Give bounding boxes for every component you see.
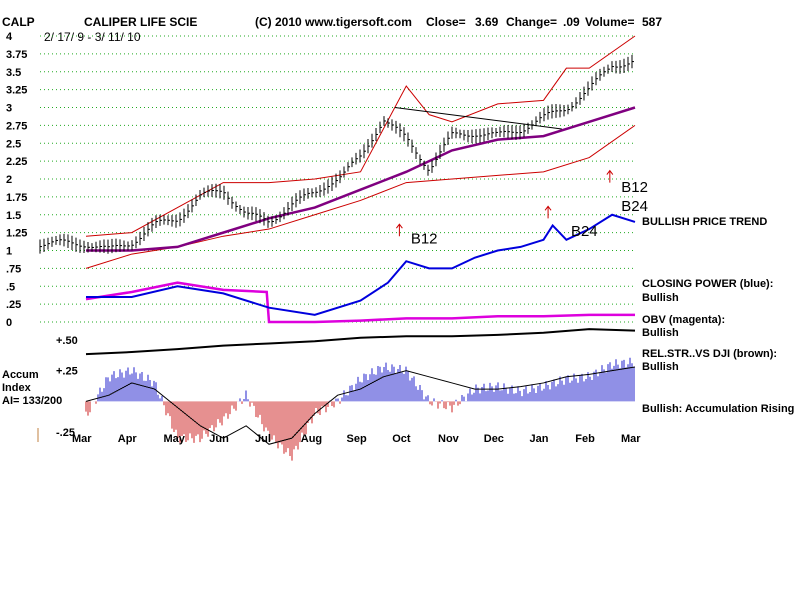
month-label: Sep xyxy=(347,433,367,445)
price-tick-label: 2.25 xyxy=(6,156,27,168)
change-label: Change= xyxy=(506,15,557,29)
rel-strength-status: Bullish xyxy=(642,361,679,373)
month-label: Nov xyxy=(438,433,460,445)
price-tick-label: 3 xyxy=(6,103,12,115)
price-tick-label: 0 xyxy=(6,317,12,329)
buy-signal-label: B24 xyxy=(621,198,648,215)
volume-label: Volume= xyxy=(585,15,634,29)
accum-tick-label: -.25 xyxy=(56,427,75,439)
accum-status: Bullish: Accumulation Rising xyxy=(642,403,794,415)
closing-power-status: Bullish xyxy=(642,292,679,304)
grid-layer xyxy=(40,35,635,323)
price-tick-label: 2.75 xyxy=(6,120,27,132)
price-tick-label: 1.5 xyxy=(6,210,21,222)
price-tick-label: .75 xyxy=(6,263,21,275)
month-label: Jul xyxy=(255,433,271,445)
close-label: Close= xyxy=(426,15,466,29)
month-label: Feb xyxy=(575,433,595,445)
month-label: Apr xyxy=(118,433,138,445)
accum-ma-line xyxy=(85,366,636,445)
month-label: Mar xyxy=(621,433,641,445)
signal-arrow xyxy=(544,205,552,219)
month-label: Dec xyxy=(484,433,504,445)
accum-tick-label: +.25 xyxy=(56,366,78,378)
signal-arrow xyxy=(395,223,403,237)
month-label: Oct xyxy=(392,433,411,445)
closing-power-line xyxy=(86,213,636,316)
trend-label: BULLISH PRICE TREND xyxy=(642,216,767,228)
date-range: 2/ 17/ 9 - 3/ 11/ 10 xyxy=(44,30,141,44)
buy-signal-label: B24 xyxy=(571,223,598,240)
price-tick-label: .5 xyxy=(6,281,15,293)
month-label: Jun xyxy=(209,433,229,445)
price-tick-label: 3.25 xyxy=(6,85,27,97)
price-tick-label: 4 xyxy=(6,31,13,43)
price-tick-label: 3.5 xyxy=(6,67,21,79)
company-name: CALIPER LIFE SCIE xyxy=(84,15,197,29)
obv-line xyxy=(85,281,635,324)
signal-arrow xyxy=(606,169,614,183)
upper-band-line xyxy=(85,35,636,237)
volume-value: 587 xyxy=(642,15,662,29)
month-label: Jan xyxy=(530,433,549,445)
tick-layer: 43.753.53.2532.752.52.2521.751.51.251.75… xyxy=(6,31,641,445)
moving-average-line xyxy=(86,106,636,252)
rel-strength-line xyxy=(85,328,636,356)
trendline xyxy=(394,107,562,130)
price-tick-label: 1.25 xyxy=(6,228,27,240)
accum-layer xyxy=(85,357,636,461)
rel-strength-title: REL.STR..VS DJI (brown): xyxy=(642,348,777,360)
signal-layer: B12 B24 B12 B24 xyxy=(395,169,648,247)
month-label: May xyxy=(164,433,186,445)
ai-value: AI= 133/200 xyxy=(2,395,62,407)
price-tick-label: 1.75 xyxy=(6,192,27,204)
closing-power-title: CLOSING POWER (blue): xyxy=(642,278,773,290)
close-value: 3.69 xyxy=(475,15,499,29)
series-layer xyxy=(39,35,636,356)
change-value: .09 xyxy=(563,15,580,29)
accum-label-line1: Accum xyxy=(2,369,39,381)
accum-tick-label: +.50 xyxy=(56,335,78,347)
symbol-label: CALP xyxy=(2,15,35,29)
buy-signal-label: B12 xyxy=(621,179,648,196)
copyright-text: (C) 2010 www.tigersoft.com xyxy=(255,15,412,29)
month-label: Mar xyxy=(72,433,92,445)
price-tick-label: 2 xyxy=(6,174,12,186)
buy-signal-label: B12 xyxy=(411,230,438,247)
price-tick-label: 1 xyxy=(6,246,12,258)
obv-status: Bullish xyxy=(642,327,679,339)
price-tick-label: 3.75 xyxy=(6,49,27,61)
obv-title: OBV (magenta): xyxy=(642,314,725,326)
accum-label-line2: Index xyxy=(2,382,32,394)
price-tick-label: 2.5 xyxy=(6,138,21,150)
month-label: Aug xyxy=(301,433,322,445)
price-tick-label: .25 xyxy=(6,299,21,311)
